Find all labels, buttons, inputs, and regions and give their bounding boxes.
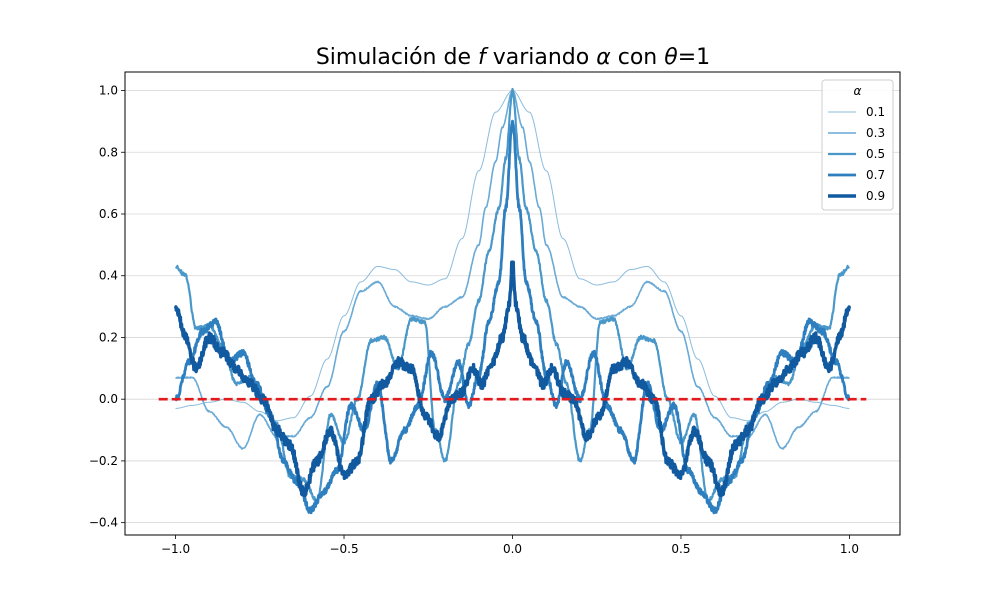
y-tick-label: −0.2 <box>89 454 118 468</box>
axes: −0.4 −0.2 0.0 0.2 0.4 0.6 0.8 1.0 −1.0 −0.5 0.0 0.5… <box>89 84 859 556</box>
y-tick-label: 1.0 <box>99 84 118 98</box>
y-tick-label: 0.8 <box>99 145 118 159</box>
x-tick-label: 0.5 <box>671 542 690 556</box>
title-part-5: con <box>611 45 665 70</box>
series-line-0.1 <box>175 90 850 422</box>
legend-title: α <box>854 84 862 98</box>
y-tick-label: 0.0 <box>99 392 118 406</box>
plot-frame <box>124 71 901 536</box>
x-tick-label: 0.0 <box>503 542 522 556</box>
title-part-3: variando <box>486 45 597 70</box>
y-tick-label: −0.4 <box>89 516 118 530</box>
series-lines <box>173 87 852 515</box>
series-line-0.5 <box>174 87 851 504</box>
title-part-6: θ <box>664 45 678 70</box>
legend-label: 0.5 <box>866 147 885 161</box>
title-part-2: f <box>478 45 489 70</box>
chart-title: Simulación de f variando α con θ=1 <box>316 45 710 70</box>
title-part-4: α <box>596 45 611 70</box>
y-tick-label: 0.4 <box>99 269 118 283</box>
series-line-0.7 <box>174 119 851 515</box>
x-tick-label: 1.0 <box>840 542 859 556</box>
x-tick-label: −0.5 <box>329 542 358 556</box>
legend: α 0.1 0.3 0.5 0.7 0.9 <box>821 79 894 211</box>
legend-label: 0.1 <box>866 105 885 119</box>
title-part-1: Simulación de <box>316 45 478 70</box>
legend-label: 0.7 <box>866 168 885 182</box>
legend-label: 0.9 <box>866 189 885 203</box>
legend-label: 0.3 <box>866 126 885 140</box>
x-tick-label: −1.0 <box>161 542 190 556</box>
y-tick-label: 0.6 <box>99 207 118 221</box>
title-part-7: =1 <box>678 45 710 70</box>
series-line-0.9 <box>173 260 852 498</box>
y-tick-label: 0.2 <box>99 330 118 344</box>
grid-lines <box>125 90 900 524</box>
